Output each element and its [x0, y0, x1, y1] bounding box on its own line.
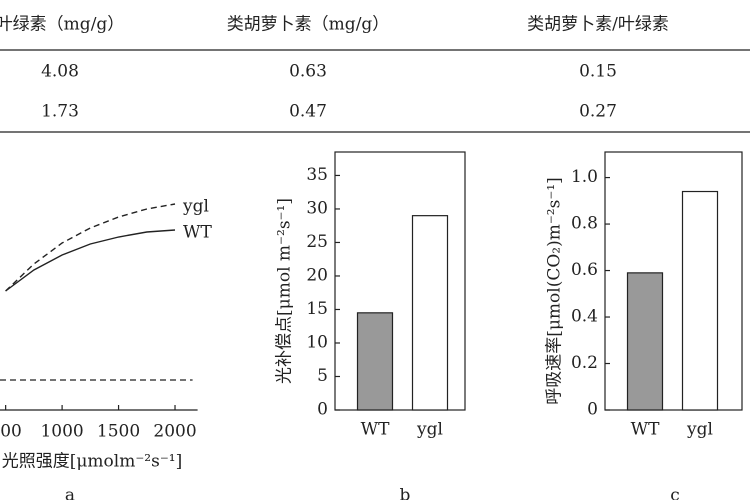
y-tick-label: 1.0: [571, 167, 598, 187]
line: [5, 203, 176, 292]
table-cell: 0.63: [289, 62, 327, 82]
y-tick-label: 0.8: [571, 214, 598, 234]
plot-frame: [604, 151, 743, 411]
y-tick-label: 25: [306, 232, 328, 252]
x-tick-label: 2000: [153, 422, 196, 442]
table-cell: 4.08: [41, 62, 79, 82]
y-axis-label: 光补偿点[μmol m⁻²s⁻¹]: [275, 198, 295, 384]
bar: [681, 190, 719, 411]
x-tick-label: WT: [361, 420, 390, 440]
y-tick-label: 0: [317, 400, 328, 420]
bar: [356, 312, 394, 411]
y-tick-label: 0.6: [571, 260, 598, 280]
y-tick-label: 15: [306, 299, 328, 319]
x-tick-label: ygl: [686, 420, 713, 440]
x-tick-label: WT: [631, 420, 660, 440]
x-tick-label: 1500: [97, 422, 140, 442]
series-label: WT: [183, 223, 212, 243]
y-tick-label: 5: [317, 366, 328, 386]
table-cell: 0.15: [579, 62, 617, 82]
caption: c: [670, 486, 680, 500]
y-axis-label: 呼吸速率[μmol(CO₂)m⁻²s⁻¹]: [545, 177, 565, 405]
y-tick-label: 0.2: [571, 353, 598, 373]
bar: [411, 215, 449, 411]
series-label: ygl: [182, 197, 209, 217]
table-header: 类胡萝卜素/叶绿素: [527, 15, 669, 35]
y-tick-label: 30: [306, 198, 328, 218]
y-tick-label: 0.4: [571, 307, 598, 327]
bar: [626, 272, 664, 411]
caption: a: [65, 486, 75, 500]
y-tick-label: 20: [306, 265, 328, 285]
caption: b: [400, 486, 411, 500]
x-tick-label: ygl: [416, 420, 443, 440]
plot-frame: [334, 151, 466, 411]
line: [5, 229, 176, 292]
y-tick-label: 35: [306, 165, 328, 185]
x-tick-label: 500: [0, 422, 22, 442]
x-tick-label: 1000: [40, 422, 83, 442]
table-cell: 0.27: [579, 102, 617, 122]
y-tick-label: 10: [306, 332, 328, 352]
table-header: 类胡萝卜素（mg/g）: [227, 15, 390, 35]
x-axis-label: 光照强度[μmolm⁻²s⁻¹]: [2, 452, 183, 472]
table-cell: 0.47: [289, 102, 327, 122]
table-header: 叶绿素（mg/g）: [0, 15, 124, 35]
table-cell: 1.73: [41, 102, 79, 122]
y-tick-label: 0: [587, 400, 598, 420]
